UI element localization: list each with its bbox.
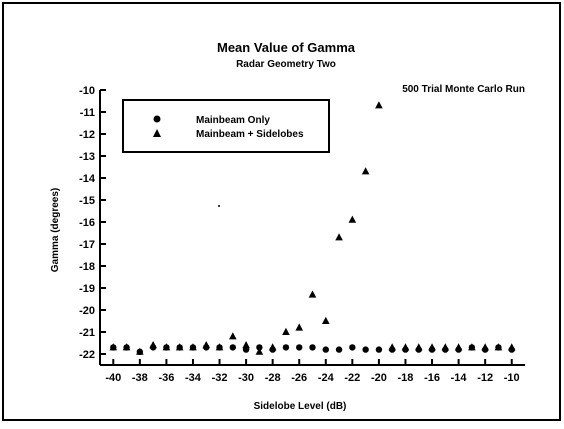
data-point-triangle [414,343,423,351]
x-tick-label: -12 [477,372,493,384]
data-point-triangle [295,323,304,331]
data-point-triangle [507,343,516,351]
series-mainbeam-sidelobes [109,101,516,355]
figure-border [2,2,561,421]
stray-dot [218,205,220,207]
data-point-triangle [149,341,157,349]
y-tick-label: -10 [79,85,95,97]
x-tick-label: -40 [105,372,121,384]
x-tick-label: -34 [185,372,202,384]
legend: Mainbeam Only Mainbeam + Sidelobes [122,99,330,153]
x-tick-label: -30 [238,372,254,384]
data-point-triangle [375,101,383,109]
legend-triangle-marker [153,129,161,137]
data-point-triangle [441,343,450,351]
data-point-triangle [282,327,290,335]
x-tick-label: -28 [265,372,281,384]
data-point-circle [362,346,369,353]
data-point-triangle [136,347,144,355]
data-point-triangle [494,343,503,351]
chart-title: Mean Value of Gamma [217,40,356,55]
x-tick-label: -22 [344,372,360,384]
y-tick-label: -14 [79,173,96,185]
y-tick-label: -21 [79,327,95,339]
y-tick-label: -17 [79,239,95,251]
data-point-triangle [335,233,343,241]
data-point-circle [282,344,290,351]
data-point-triangle [348,215,357,223]
legend-box [122,99,330,153]
data-point-circle [229,344,237,351]
y-tick-label: -11 [80,107,95,119]
data-point-triangle [401,343,410,351]
data-point-triangle [162,343,171,351]
data-point-circle [309,344,316,351]
data-point-triangle [189,343,197,351]
data-point-triangle [454,343,463,351]
data-point-circle [322,346,329,353]
data-point-triangle [388,343,396,351]
data-point-triangle [109,343,118,351]
data-point-triangle [361,167,370,175]
data-point-triangle [308,290,317,298]
y-tick-label: -16 [79,217,95,229]
x-tick-label: -14 [451,372,468,384]
y-tick-label: -15 [79,195,95,207]
legend-label-mainbeam-only: Mainbeam Only [196,115,270,126]
data-point-triangle [321,316,330,324]
x-ticks: -40 -38 -36 -34 -32 -30 -28 -26 -24 -22 -20 -18 -16-… [105,359,520,384]
y-tick-label: -12 [79,129,95,141]
chart-annotation: 500 Trial Monte Carlo Run [402,84,525,95]
y-tick-label: -13 [79,151,95,163]
data-point-circle [349,344,356,351]
legend-circle-marker [153,115,161,123]
data-point-triangle [229,332,237,340]
data-point-triangle [481,343,489,351]
data-point-circle [375,346,383,353]
x-tick-label: -32 [212,372,228,384]
x-tick-label: -18 [398,372,414,384]
legend-label-mainbeam-sidelobes: Mainbeam + Sidelobes [196,129,304,140]
data-point-triangle [215,343,224,351]
data-point-circle [335,346,343,353]
data-point-circle [256,344,263,351]
data-point-triangle [255,347,264,355]
y-axis-label: Gamma (degrees) [50,188,61,272]
x-tick-label: -26 [291,372,307,384]
x-tick-label: -16 [424,372,440,384]
y-tick-label: -18 [79,261,95,273]
y-ticks: -10 -11 -12 -13 -14 -15 -16 -17 -18 -19 -20 -21 -22 [79,85,106,361]
data-point-triangle [242,341,250,349]
x-tick-label: -20 [371,372,387,384]
x-axis-label: Sidelobe Level (dB) [254,401,347,412]
data-marks [109,101,516,355]
y-tick-label: -20 [79,305,95,317]
data-point-triangle [428,343,436,351]
y-tick-label: -22 [79,349,95,361]
y-tick-label: -19 [79,283,95,295]
chart-subtitle: Radar Geometry Two [236,59,336,70]
data-point-triangle [468,343,476,351]
data-point-triangle [202,341,211,349]
x-tick-label: -38 [132,372,148,384]
x-tick-label: -10 [504,372,520,384]
data-point-triangle [268,343,277,351]
data-point-triangle [175,343,184,351]
x-tick-label: -24 [318,372,335,384]
x-tick-label: -36 [158,372,174,384]
data-point-triangle [122,343,131,351]
data-point-circle [296,344,303,351]
